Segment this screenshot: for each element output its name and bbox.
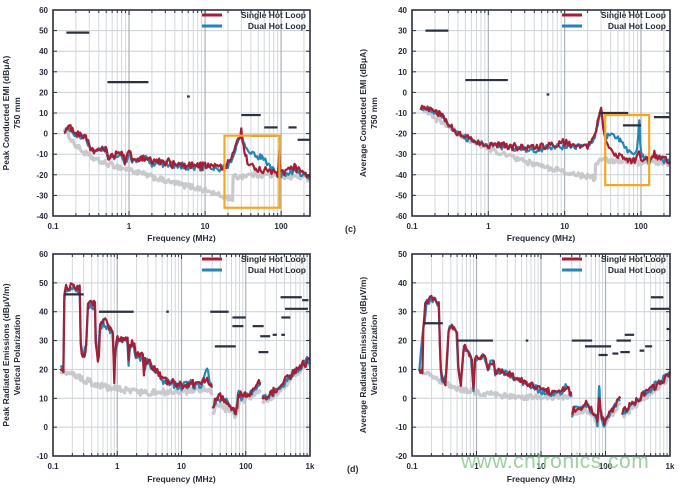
svg-text:Frequency (MHz): Frequency (MHz) xyxy=(147,474,216,484)
svg-text:100: 100 xyxy=(634,222,648,231)
svg-text:-10: -10 xyxy=(395,423,407,432)
svg-text:10: 10 xyxy=(398,365,407,374)
svg-text:Dual Hot Loop: Dual Hot Loop xyxy=(608,21,666,31)
svg-text:100: 100 xyxy=(239,462,253,471)
svg-text:60: 60 xyxy=(39,6,48,15)
svg-text:0: 0 xyxy=(403,394,408,403)
svg-text:750 mm: 750 mm xyxy=(12,97,22,129)
panel-label-d: (d) xyxy=(347,464,359,474)
svg-text:Frequency (MHz): Frequency (MHz) xyxy=(147,233,216,243)
svg-text:10: 10 xyxy=(398,68,407,77)
svg-text:60: 60 xyxy=(39,250,48,259)
svg-text:-60: -60 xyxy=(395,212,407,221)
svg-text:40: 40 xyxy=(398,6,407,15)
svg-text:0: 0 xyxy=(44,130,49,139)
svg-text:50: 50 xyxy=(39,279,48,288)
svg-text:30: 30 xyxy=(39,68,48,77)
svg-text:Peak Radiated Emissions (dBμV/: Peak Radiated Emissions (dBμV/m) xyxy=(1,283,11,426)
svg-text:Average Radiated Emissions (dB: Average Radiated Emissions (dBμV/m) xyxy=(358,277,368,434)
svg-text:750 mm: 750 mm xyxy=(369,97,379,129)
svg-text:100: 100 xyxy=(599,462,613,471)
svg-text:40: 40 xyxy=(39,47,48,56)
svg-text:-20: -20 xyxy=(395,452,407,461)
panel-label-c: (c) xyxy=(345,224,356,234)
svg-text:10: 10 xyxy=(39,109,48,118)
svg-text:-20: -20 xyxy=(36,171,48,180)
svg-text:-30: -30 xyxy=(395,150,407,159)
svg-text:1k: 1k xyxy=(306,462,315,471)
svg-text:20: 20 xyxy=(39,365,48,374)
svg-text:Single Hot Loop: Single Hot Loop xyxy=(241,10,306,20)
svg-text:-10: -10 xyxy=(395,109,407,118)
svg-text:10: 10 xyxy=(201,222,210,231)
svg-text:Frequency (MHz): Frequency (MHz) xyxy=(507,233,576,243)
svg-text:-40: -40 xyxy=(36,212,48,221)
svg-text:1: 1 xyxy=(486,222,491,231)
peak-radiated-emissions-chart: -10 0 10 20 30 40 50 60 0.1 1 10 100 1k Frequency (MH… xyxy=(1,250,315,484)
svg-text:0: 0 xyxy=(44,423,49,432)
svg-text:0: 0 xyxy=(403,88,408,97)
svg-text:50: 50 xyxy=(39,27,48,36)
svg-text:-20: -20 xyxy=(395,130,407,139)
svg-text:Average Conducted EMI (dBμA): Average Conducted EMI (dBμA) xyxy=(358,49,368,177)
svg-text:10: 10 xyxy=(560,222,569,231)
svg-text:Vertical Polarization: Vertical Polarization xyxy=(369,315,379,396)
svg-text:Dual Hot Loop: Dual Hot Loop xyxy=(248,265,306,275)
svg-text:-10: -10 xyxy=(36,150,48,159)
svg-text:0.1: 0.1 xyxy=(406,462,418,471)
svg-text:10: 10 xyxy=(39,394,48,403)
svg-text:20: 20 xyxy=(39,88,48,97)
svg-text:1: 1 xyxy=(127,222,132,231)
svg-text:-50: -50 xyxy=(395,191,407,200)
average-radiated-emissions-chart: -20 -10 0 10 20 30 40 50 0.1 1 10 100 1k Frequency (M… xyxy=(358,250,675,484)
svg-text:40: 40 xyxy=(39,308,48,317)
svg-text:Single Hot Loop: Single Hot Loop xyxy=(241,254,306,264)
svg-text:-30: -30 xyxy=(36,191,48,200)
svg-text:30: 30 xyxy=(398,27,407,36)
svg-text:40: 40 xyxy=(398,279,407,288)
svg-text:50: 50 xyxy=(398,250,407,259)
svg-text:1: 1 xyxy=(474,462,479,471)
svg-text:1: 1 xyxy=(115,462,120,471)
average-conducted-emi-chart: -60 -50 -40 -30 -20 -10 0 10 20 30 40 0.1 1 10 100 Freq… xyxy=(358,6,672,243)
svg-text:30: 30 xyxy=(398,308,407,317)
svg-text:Single Hot Loop: Single Hot Loop xyxy=(601,254,666,264)
svg-text:Dual Hot Loop: Dual Hot Loop xyxy=(608,265,666,275)
svg-text:10: 10 xyxy=(537,462,546,471)
svg-text:Frequency (MHz): Frequency (MHz) xyxy=(507,474,576,484)
peak-conducted-emi-chart: -40 -30 -20 -10 0 10 20 30 40 50 60 0.1 1 10 100 Freque… xyxy=(1,6,311,243)
svg-text:10: 10 xyxy=(177,462,186,471)
svg-text:Single Hot Loop: Single Hot Loop xyxy=(601,10,666,20)
svg-text:20: 20 xyxy=(398,337,407,346)
svg-text:Dual Hot Loop: Dual Hot Loop xyxy=(248,21,306,31)
svg-text:Peak Conducted EMI (dBμA): Peak Conducted EMI (dBμA) xyxy=(1,55,11,170)
svg-text:30: 30 xyxy=(39,337,48,346)
svg-text:-10: -10 xyxy=(36,452,48,461)
svg-text:100: 100 xyxy=(274,222,288,231)
svg-text:20: 20 xyxy=(398,47,407,56)
svg-text:0.1: 0.1 xyxy=(47,222,59,231)
svg-text:0.1: 0.1 xyxy=(47,462,59,471)
watermark: www.cntronics.com xyxy=(461,450,650,473)
svg-text:1k: 1k xyxy=(666,462,675,471)
svg-text:0.1: 0.1 xyxy=(406,222,418,231)
svg-text:Vertical Polarization: Vertical Polarization xyxy=(12,315,22,396)
svg-text:-40: -40 xyxy=(395,171,407,180)
